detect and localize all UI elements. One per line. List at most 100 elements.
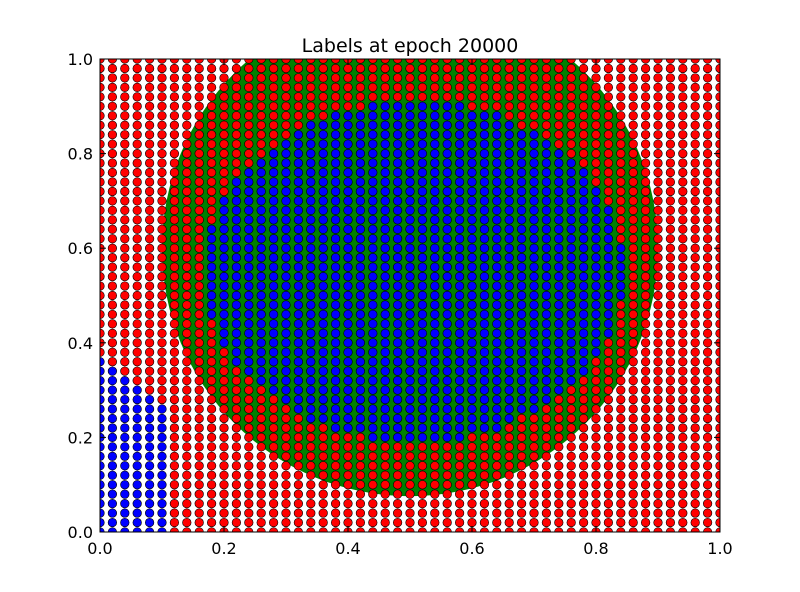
data-point xyxy=(678,92,688,102)
data-point xyxy=(678,423,688,433)
data-point xyxy=(529,357,539,367)
data-point xyxy=(132,205,142,215)
data-point xyxy=(318,499,328,509)
data-point xyxy=(442,499,452,509)
data-point xyxy=(256,423,266,433)
data-point xyxy=(455,347,465,357)
data-point xyxy=(554,196,564,206)
data-point xyxy=(554,508,564,518)
data-point xyxy=(430,205,440,215)
data-point xyxy=(244,499,254,509)
data-point xyxy=(194,423,204,433)
data-point xyxy=(504,394,514,405)
data-point xyxy=(405,262,415,272)
data-point xyxy=(467,224,477,234)
data-point xyxy=(331,111,341,121)
data-point xyxy=(256,376,266,386)
data-point xyxy=(591,139,601,149)
data-point xyxy=(256,158,266,168)
data-point xyxy=(393,130,403,140)
data-point xyxy=(467,451,477,461)
data-point xyxy=(678,309,688,320)
data-point xyxy=(616,186,626,197)
data-point xyxy=(603,215,614,225)
data-point xyxy=(516,319,527,329)
data-point xyxy=(269,480,279,490)
data-point xyxy=(417,508,428,518)
data-point xyxy=(405,357,415,367)
data-point xyxy=(516,205,527,215)
data-point xyxy=(665,186,676,197)
data-point xyxy=(355,149,366,159)
data-point xyxy=(145,508,155,518)
data-point xyxy=(182,442,192,452)
data-point xyxy=(492,139,502,149)
data-point xyxy=(306,243,316,253)
data-point xyxy=(516,517,527,528)
data-point xyxy=(504,177,514,187)
data-point xyxy=(566,404,576,414)
data-point xyxy=(100,442,105,452)
data-point xyxy=(479,281,490,291)
data-point xyxy=(554,290,564,301)
data-point xyxy=(628,309,638,320)
data-point xyxy=(269,413,279,424)
data-point xyxy=(653,470,663,480)
data-point xyxy=(269,63,279,74)
data-point xyxy=(591,177,601,187)
data-point xyxy=(541,357,552,367)
data-point xyxy=(393,300,403,310)
data-point xyxy=(665,489,676,499)
data-point xyxy=(107,319,117,329)
data-point xyxy=(430,442,440,452)
data-point xyxy=(281,167,291,178)
data-point xyxy=(343,508,353,518)
data-point xyxy=(541,167,552,178)
data-point xyxy=(455,101,465,111)
data-point xyxy=(269,489,279,499)
data-point xyxy=(479,196,490,206)
data-point xyxy=(430,423,440,433)
data-point xyxy=(343,309,353,320)
data-point xyxy=(256,499,266,509)
data-point xyxy=(455,271,465,282)
data-point xyxy=(132,92,142,102)
data-point xyxy=(281,281,291,291)
data-point xyxy=(529,508,539,518)
data-point xyxy=(145,451,155,461)
data-point xyxy=(318,319,328,329)
data-point xyxy=(616,167,626,178)
data-point xyxy=(256,92,266,102)
data-point xyxy=(504,243,514,253)
data-point xyxy=(504,413,514,424)
data-point xyxy=(120,376,130,386)
data-point xyxy=(306,92,316,102)
data-point xyxy=(640,101,651,111)
data-point xyxy=(331,63,341,74)
data-point xyxy=(492,73,502,83)
data-point xyxy=(554,234,564,244)
data-point xyxy=(479,271,490,282)
data-point xyxy=(194,451,204,461)
data-point xyxy=(231,423,241,433)
data-point xyxy=(244,167,254,178)
data-point xyxy=(516,139,527,149)
data-point xyxy=(566,517,576,528)
data-point xyxy=(529,338,539,348)
data-point xyxy=(405,338,415,348)
data-point xyxy=(678,499,688,509)
data-point xyxy=(591,413,601,424)
data-point xyxy=(529,328,539,338)
data-point xyxy=(132,489,142,499)
data-point xyxy=(603,319,614,329)
data-point xyxy=(343,461,353,471)
data-point xyxy=(566,442,576,452)
data-point xyxy=(417,376,428,386)
data-point xyxy=(690,262,700,272)
data-point xyxy=(231,309,241,320)
data-point xyxy=(541,253,552,263)
data-point xyxy=(702,224,713,234)
data-point xyxy=(467,357,477,367)
data-point xyxy=(182,271,192,282)
data-point xyxy=(318,281,328,291)
